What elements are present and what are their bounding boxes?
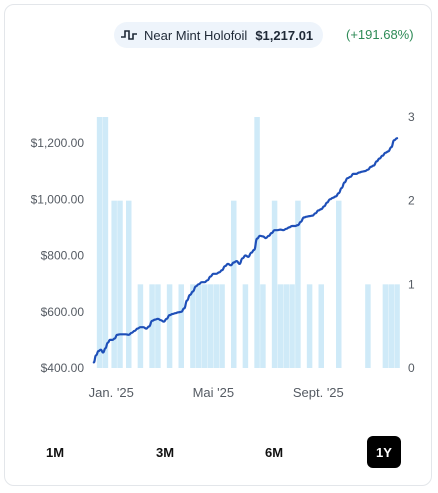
y-left-tick-label: $600.00 bbox=[41, 305, 85, 319]
volume-bar bbox=[207, 284, 214, 368]
legend-price: $1,217.01 bbox=[255, 27, 314, 43]
volume-bar bbox=[271, 200, 278, 368]
volume-bar bbox=[388, 284, 394, 368]
volume-bar bbox=[117, 200, 123, 368]
step-chart-icon bbox=[120, 28, 138, 42]
x-tick-label: Mai '25 bbox=[193, 385, 235, 400]
volume-bar bbox=[260, 284, 266, 368]
y-left-tick-label: $1,000.00 bbox=[31, 192, 85, 206]
volume-bar bbox=[318, 284, 324, 368]
volume-bar bbox=[242, 284, 249, 368]
volume-bar bbox=[277, 284, 284, 368]
range-3m-button[interactable]: 3M bbox=[155, 444, 175, 460]
volume-bar bbox=[254, 117, 260, 368]
volume-bar bbox=[394, 284, 400, 368]
chart-card bbox=[4, 4, 432, 486]
legend-series-name: Near Mint Holofoil bbox=[144, 27, 248, 43]
volume-bar bbox=[155, 284, 161, 368]
volume-bar bbox=[102, 117, 109, 368]
volume-bar bbox=[365, 284, 371, 368]
volume-bar bbox=[196, 284, 202, 368]
volume-bar bbox=[111, 200, 117, 368]
legend-item[interactable]: Near Mint Holofoil $1,217.01 bbox=[114, 22, 324, 48]
x-tick-label: Jan. '25 bbox=[89, 385, 134, 400]
y-left-tick-label: $800.00 bbox=[41, 249, 85, 263]
price-line bbox=[92, 137, 399, 364]
volume-bar bbox=[126, 200, 132, 368]
legend-change: (+191.68%) bbox=[346, 27, 414, 42]
volume-bar bbox=[149, 284, 155, 368]
volume-bar bbox=[295, 200, 301, 368]
range-1m-button[interactable]: 1M bbox=[45, 444, 65, 460]
x-tick-label: Sept. '25 bbox=[293, 385, 344, 400]
volume-bar bbox=[283, 284, 289, 368]
y-right-tick-label: 3 bbox=[408, 110, 415, 124]
y-left-tick-label: $400.00 bbox=[41, 361, 85, 375]
volume-bar bbox=[382, 284, 389, 368]
volume-bar bbox=[306, 284, 313, 368]
volume-bar bbox=[289, 284, 295, 368]
volume-bar bbox=[213, 284, 219, 368]
range-1y-button[interactable]: 1Y bbox=[367, 436, 401, 468]
volume-bar bbox=[219, 284, 225, 368]
volume-bar bbox=[190, 284, 196, 368]
volume-bar bbox=[201, 284, 208, 368]
y-left-tick-label: $1,200.00 bbox=[31, 136, 85, 150]
y-right-tick-label: 1 bbox=[408, 277, 415, 291]
y-right-tick-label: 2 bbox=[408, 194, 415, 208]
volume-bar bbox=[178, 284, 184, 368]
volume-bar bbox=[231, 200, 237, 368]
range-6m-button[interactable]: 6M bbox=[264, 444, 284, 460]
volume-bar bbox=[96, 117, 103, 368]
volume-bar bbox=[166, 284, 173, 368]
volume-bar bbox=[336, 200, 342, 368]
y-right-tick-label: 0 bbox=[408, 361, 415, 375]
